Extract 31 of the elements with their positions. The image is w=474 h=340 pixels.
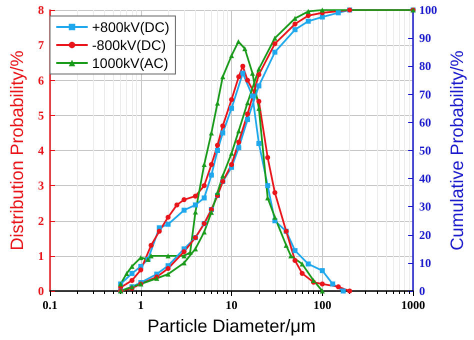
y2-tick-label: 60 [419, 115, 432, 130]
y2-tick-label: 100 [419, 3, 438, 17]
x-tick-label: 1000 [401, 298, 426, 312]
y-tick-label: 3 [38, 178, 44, 193]
y-tick-label: 7 [38, 38, 44, 52]
x-tick-label: 100 [313, 298, 332, 312]
y2-tick-label: 40 [419, 172, 432, 186]
y2-tick-label: 50 [419, 144, 432, 158]
x-tick-label: 1 [138, 298, 144, 312]
legend-label: -800kV(DC) [92, 37, 166, 53]
y2-tick-label: 70 [419, 87, 432, 102]
y2-tick-label: 80 [419, 59, 432, 74]
y-tick-label: 0 [38, 284, 44, 298]
y-tick-label: 5 [38, 108, 44, 122]
x-axis-title: Particle Diameter/μm [147, 316, 316, 336]
y-tick-label: 1 [38, 248, 44, 263]
y-tick-label: 4 [38, 144, 44, 158]
legend-label: +800kV(DC) [92, 19, 170, 35]
y2-tick-label: 90 [419, 31, 432, 46]
y2-tick-label: 20 [419, 228, 432, 242]
y2-tick-label: 10 [419, 256, 432, 270]
y-tick-label: 6 [38, 73, 44, 88]
y2-tick-label: 0 [419, 284, 426, 298]
legend-label: 1000kV(AC) [92, 55, 168, 71]
y2-tick-label: 30 [419, 200, 432, 214]
y-tick-label: 8 [38, 3, 44, 17]
x-tick-label: 10 [226, 298, 238, 312]
y-axis-title: Distribution Probability/% [7, 50, 27, 251]
y2-axis-title: Cumulative Probability/% [447, 50, 467, 251]
x-tick-label: 0.1 [42, 298, 58, 312]
y-tick-label: 2 [38, 214, 44, 228]
